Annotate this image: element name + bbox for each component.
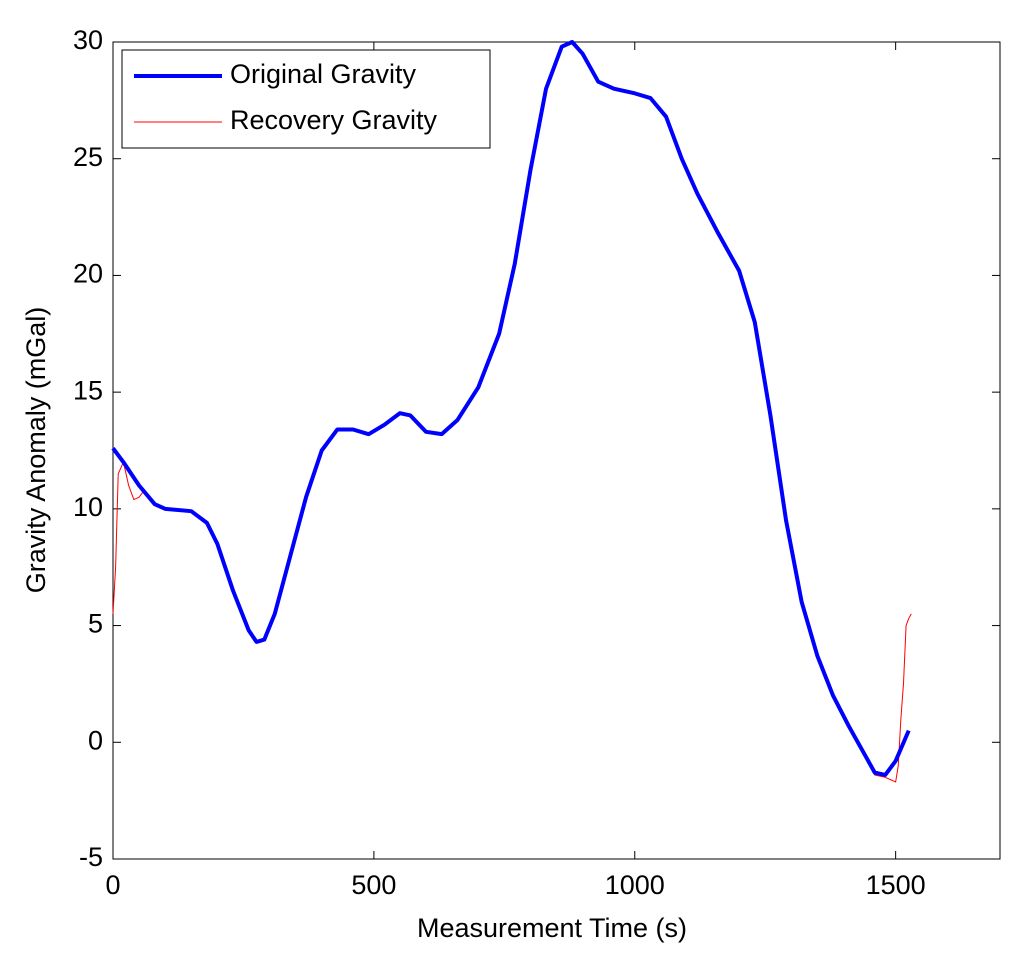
- y-tick-label: 20: [73, 259, 103, 289]
- y-tick-label: 25: [73, 142, 103, 172]
- x-tick-label: 500: [351, 870, 396, 900]
- x-tick-label: 1000: [605, 870, 665, 900]
- y-tick-label: 5: [88, 609, 103, 639]
- series-line: [111, 40, 911, 777]
- x-tick-label: 0: [105, 870, 120, 900]
- y-tick-label: 30: [73, 25, 103, 55]
- y-tick-label: -5: [79, 842, 103, 872]
- legend-label: Recovery Gravity: [230, 105, 438, 135]
- x-axis-label: Measurement Time (s): [417, 913, 687, 943]
- legend-label: Original Gravity: [230, 59, 417, 89]
- legend-box: [121, 49, 491, 149]
- x-tick-label: 1500: [866, 870, 926, 900]
- y-axis-label: Gravity Anomaly (mGal): [21, 307, 51, 594]
- y-tick-label: 15: [73, 375, 103, 405]
- y-tick-label: 0: [88, 725, 103, 755]
- plot-frame: [112, 41, 1001, 860]
- y-tick-label: 10: [73, 492, 103, 522]
